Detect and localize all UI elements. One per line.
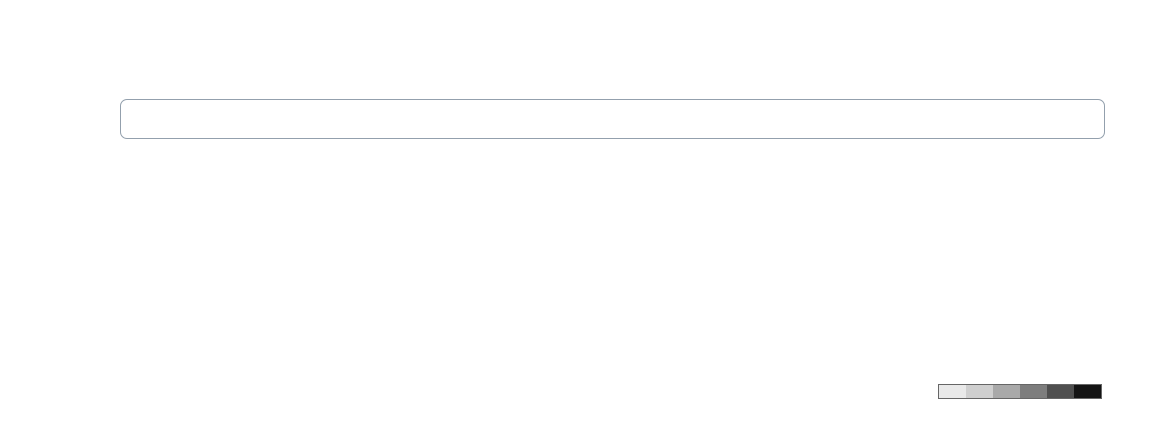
- weather-icon-strip: [120, 99, 1105, 139]
